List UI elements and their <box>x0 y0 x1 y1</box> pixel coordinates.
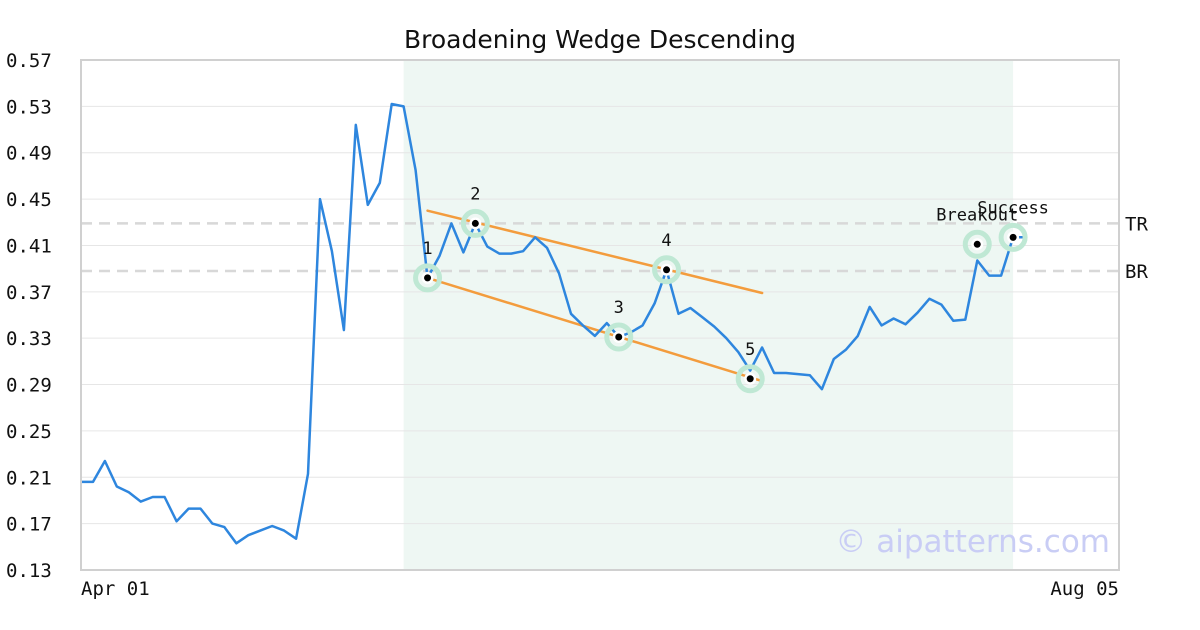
pivot-label: 3 <box>614 298 624 318</box>
y-tick-label: 0.17 <box>6 514 52 536</box>
pivot-dot <box>471 219 479 227</box>
pivot-dot <box>663 266 671 274</box>
pattern-shade-rect <box>403 60 1014 570</box>
pivot-label: Success <box>977 198 1049 218</box>
watermark-layer: © aipatterns.com <box>835 524 1110 560</box>
trend-lines <box>426 209 764 383</box>
y-tick-label: 0.25 <box>6 421 52 443</box>
price-series <box>81 102 1025 545</box>
x-tick-label: Apr 01 <box>81 578 150 600</box>
y-tick-label: 0.33 <box>6 328 52 350</box>
pivot-dot <box>1009 233 1017 241</box>
pivot-label: 5 <box>745 340 755 360</box>
price-line <box>81 102 1025 545</box>
pivot-label: Breakout <box>936 205 1018 225</box>
y-tick-label: 0.53 <box>6 96 52 118</box>
pivot-halo <box>962 229 992 259</box>
pivot-label: 2 <box>470 184 480 204</box>
y-tick-label: 0.21 <box>6 467 52 489</box>
pivot-halo <box>413 263 443 293</box>
pivot-dot <box>746 375 754 383</box>
level-label: TR <box>1125 213 1148 235</box>
y-tick-label: 0.13 <box>6 560 52 582</box>
pivot-halo <box>604 322 634 352</box>
upper-trend-line <box>426 209 764 295</box>
pivot-halo <box>735 364 765 394</box>
y-tick-label: 0.57 <box>6 50 52 72</box>
pivot-label: 1 <box>422 239 432 259</box>
y-tick-label: 0.37 <box>6 282 52 304</box>
axes: 0.57 0.53 0.49 0.45 0.41 0.37 0.33 0.29 0.25 0.21… <box>6 50 1120 600</box>
lower-trend-line <box>426 276 764 383</box>
pivot-dot <box>973 240 981 248</box>
chart-title: Broadening Wedge Descending <box>404 25 796 54</box>
x-tick-label: Aug 05 <box>1050 578 1119 600</box>
pivot-dot <box>424 274 432 282</box>
pivot-halo <box>998 222 1028 252</box>
y-tick-label: 0.29 <box>6 375 52 397</box>
watermark: © aipatterns.com <box>835 524 1110 560</box>
pattern-shade-region <box>403 60 1014 570</box>
pivot-halo <box>652 255 682 285</box>
level-label: BR <box>1125 261 1148 283</box>
y-tick-label: 0.49 <box>6 143 52 165</box>
pivot-dot <box>615 333 623 341</box>
y-tick-label: 0.41 <box>6 235 52 257</box>
pivot-halo <box>460 208 490 238</box>
plot-frame <box>80 59 1120 571</box>
pivot-label: 4 <box>661 231 671 251</box>
y-tick-label: 0.45 <box>6 189 52 211</box>
level-lines: TR BR <box>81 213 1148 283</box>
